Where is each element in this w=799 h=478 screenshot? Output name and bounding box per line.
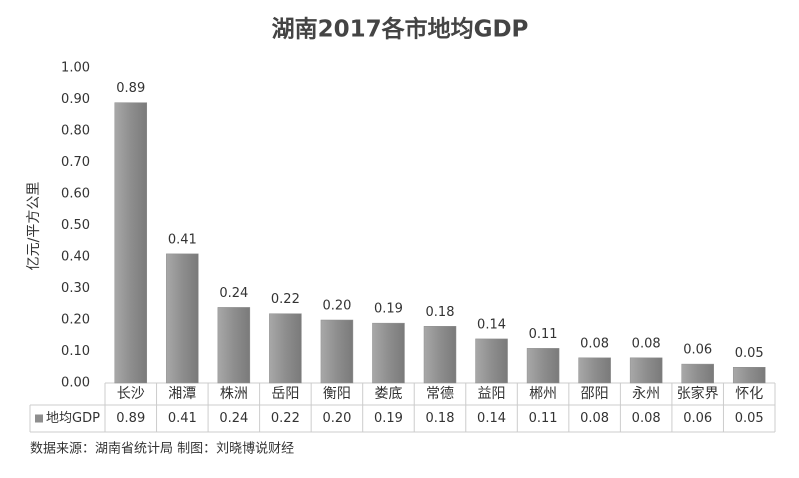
y-tick-label: 0.30 [61,281,90,296]
legend-swatch [35,414,43,423]
data-label: 0.41 [168,232,197,247]
x-tick-label: 张家界 [677,385,719,402]
x-tick-label: 衡阳 [323,386,351,402]
y-tick-label: 0.40 [61,250,90,265]
x-tick-label: 永州 [632,386,660,402]
data-label: 0.22 [271,292,300,307]
table-value: 0.41 [168,411,197,426]
data-label: 0.18 [426,305,455,320]
bar [732,367,766,384]
x-tick-label: 益阳 [478,386,506,402]
data-label: 0.89 [116,81,145,96]
bar [475,338,508,384]
x-tick-label: 岳阳 [271,386,299,402]
table-value: 0.19 [374,411,403,426]
bar [217,307,251,384]
table-value: 0.08 [580,411,609,426]
data-label: 0.19 [374,302,403,317]
data-label: 0.06 [683,343,712,358]
y-tick-label: 0.00 [61,376,90,391]
data-label: 0.08 [632,336,661,351]
table-value: 0.18 [426,411,455,426]
y-tick-label: 0.20 [61,313,90,328]
data-label: 0.08 [580,336,609,351]
y-tick-label: 0.90 [61,92,90,107]
y-tick-label: 0.60 [61,187,90,202]
bar [372,322,405,384]
y-tick-label: 0.50 [61,218,90,233]
x-tick-label: 长沙 [117,386,145,402]
source-note: 数据来源：湖南省统计局 制图：刘晓博说财经 [30,441,294,457]
x-tick-label: 娄底 [374,386,402,402]
y-tick-label: 0.80 [61,124,90,139]
data-label: 0.24 [219,286,248,301]
data-label: 0.20 [322,299,351,314]
y-tick-label: 0.10 [61,344,90,359]
table-value: 0.14 [477,411,506,426]
chart-title: 湖南2017各市地均GDP [272,16,529,43]
bar [423,326,457,384]
table-value: 0.20 [322,411,351,426]
y-tick-label: 1.00 [61,61,90,76]
table-value: 0.06 [683,411,712,426]
table-value: 0.11 [529,411,558,426]
bar [629,357,663,384]
x-tick-label: 湘潭 [168,385,196,402]
bar [269,313,302,384]
table-value: 0.89 [116,411,145,426]
bar [526,348,560,384]
bar [681,363,714,384]
x-tick-label: 株洲 [220,386,248,402]
y-tick-label: 0.70 [61,155,90,170]
bar [114,102,148,384]
table-value: 0.05 [735,411,764,426]
data-label: 0.14 [477,317,506,332]
data-label: 0.05 [735,346,764,361]
bar [166,253,199,384]
table-value: 0.08 [632,411,661,426]
x-tick-label: 邵阳 [581,386,609,402]
bar [320,319,354,384]
table-value: 0.22 [271,411,300,426]
table-value: 0.24 [219,411,248,426]
y-axis-label: 亿元/平方公里 [26,182,42,271]
data-label: 0.11 [529,327,558,342]
bar [578,357,611,384]
x-tick-label: 常德 [426,386,454,402]
x-tick-label: 郴州 [529,386,557,402]
x-tick-label: 怀化 [735,386,763,402]
legend-label: 地均GDP [46,411,100,426]
